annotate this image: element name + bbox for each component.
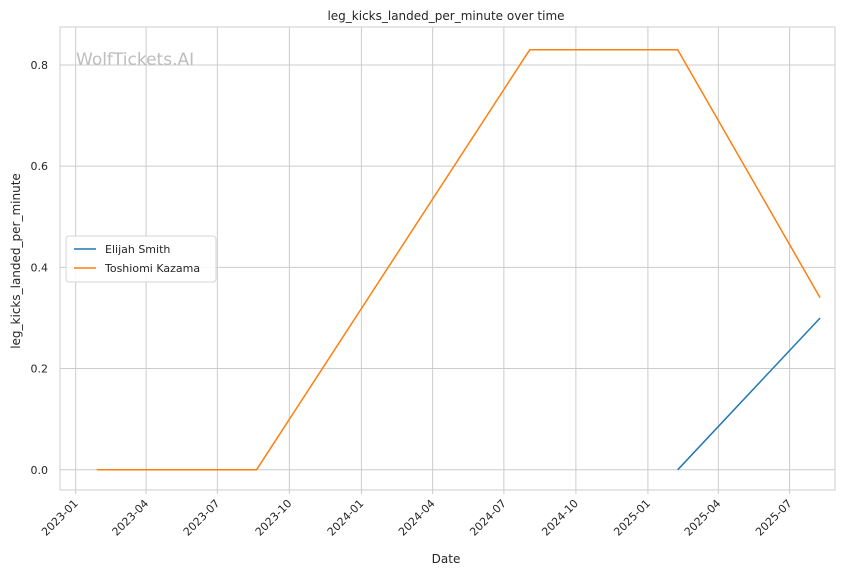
y-tick-label: 0.6 bbox=[31, 160, 49, 173]
x-axis-title: Date bbox=[432, 552, 461, 566]
legend-label: Elijah Smith bbox=[105, 243, 170, 256]
watermark: WolfTickets.AI bbox=[76, 50, 194, 70]
legend-box bbox=[65, 235, 217, 283]
y-tick-labels: 0.0 0.2 0.4 0.6 0.8 bbox=[31, 59, 49, 477]
plot-frame bbox=[59, 26, 836, 491]
y-tick-label: 0.4 bbox=[31, 261, 49, 274]
series-group bbox=[96, 49, 821, 471]
legend: Elijah Smith Toshiomi Kazama bbox=[65, 235, 217, 283]
y-tick-label: 0.0 bbox=[31, 464, 49, 477]
series-line-1 bbox=[677, 317, 821, 471]
chart-title: leg_kicks_landed_per_minute over time bbox=[327, 9, 564, 23]
y-tick-label: 0.8 bbox=[31, 59, 49, 72]
y-tick-label: 0.2 bbox=[31, 363, 49, 376]
y-axis-title: leg_kicks_landed_per_minute bbox=[9, 173, 23, 349]
legend-label: Toshiomi Kazama bbox=[104, 262, 200, 275]
series-line-2 bbox=[96, 49, 821, 471]
